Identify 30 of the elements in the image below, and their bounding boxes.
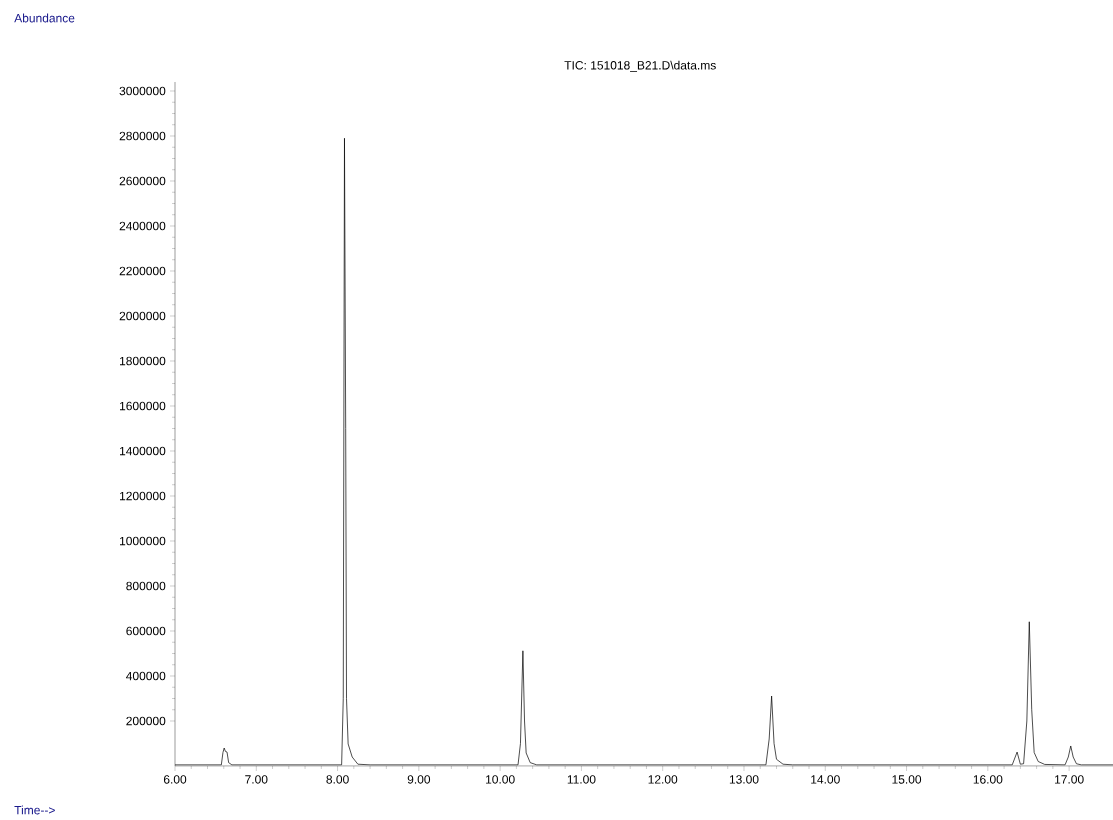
y-tick-label: 2200000 <box>119 266 166 276</box>
x-tick-label: 11.00 <box>567 775 596 784</box>
y-tick-label: 400000 <box>126 671 166 681</box>
y-tick-label: 1200000 <box>120 491 166 501</box>
y-tick-label: 1400000 <box>120 446 166 456</box>
x-tick-label: 10.00 <box>486 775 515 784</box>
y-tick-label: 1000000 <box>120 536 166 546</box>
y-tick-label: 1600000 <box>120 401 166 411</box>
chart-title: TIC: 151018_B21.D\data.ms <box>564 60 716 72</box>
y-tick-label: 2000000 <box>119 311 166 321</box>
x-tick-label: 15.00 <box>892 775 922 784</box>
text: Time--> <box>14 805 55 815</box>
y-tick-label: 200000 <box>126 716 166 726</box>
y-tick-label: 2600000 <box>119 176 166 186</box>
y-tick-label: 600000 <box>126 626 166 636</box>
x-tick-label: 16.00 <box>973 775 1003 784</box>
x-tick-label: 13.00 <box>729 775 759 784</box>
x-tick-label: 8.00 <box>326 775 349 784</box>
x-tick-label: 6.00 <box>163 775 187 784</box>
y-tick-label: 1800000 <box>120 356 166 366</box>
text: Abundance <box>14 13 75 23</box>
y-tick-label: 2800000 <box>119 131 166 141</box>
y-tick-label: 2400000 <box>119 221 166 231</box>
x-tick-label: 12.00 <box>648 775 678 784</box>
y-tick-label: 800000 <box>126 581 166 591</box>
x-tick-label: 9.00 <box>407 775 431 784</box>
y-tick-label: 3000000 <box>119 86 166 96</box>
x-tick-label: 7.00 <box>245 775 268 784</box>
x-tick-label: 17.00 <box>1055 775 1084 784</box>
x-tick-label: 14.00 <box>811 775 840 784</box>
